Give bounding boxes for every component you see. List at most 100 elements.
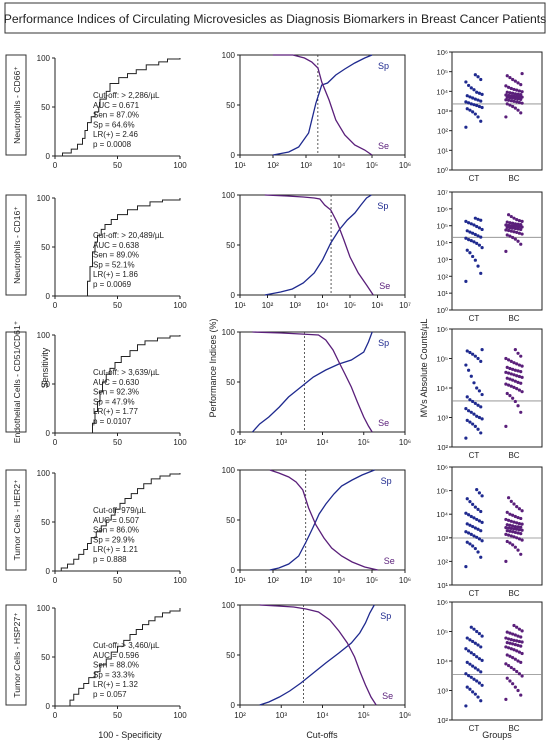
scatter-point-ct [472, 652, 476, 657]
scatter-category-label: CT [469, 451, 480, 460]
performance-x-tick-label: 10³ [275, 438, 287, 447]
row-label: Endothelial Cells - CD51/CD61⁺ [12, 320, 22, 443]
scatter-point-ct [467, 101, 471, 105]
roc-y-tick-label: 0 [46, 567, 51, 576]
performance-series-label: Sp [381, 476, 392, 486]
scatter-point-bc [504, 370, 508, 374]
performance-series-sp [251, 331, 373, 433]
scatter-point-ct [479, 359, 483, 363]
roc-curve [55, 608, 181, 707]
scatter-point-ct [467, 368, 471, 372]
scatter-point-ct [475, 679, 479, 683]
scatter-point-bc [513, 524, 517, 529]
scatter-point-bc [517, 219, 522, 223]
scatter-category-label: BC [508, 314, 519, 323]
scatter-point-ct [479, 645, 483, 649]
scatter-point-bc [519, 532, 523, 536]
scatter-point-ct [464, 672, 468, 676]
scatter-point-bc [504, 517, 508, 522]
scatter-point-bc [513, 237, 517, 241]
scatter-point-bc [515, 521, 519, 525]
scatter-point-bc [516, 515, 520, 520]
performance-y-tick-label: 0 [231, 428, 236, 437]
scatter-point-bc [519, 227, 523, 232]
roc-x-tick-label: 50 [113, 438, 122, 447]
scatter-point-bc [519, 516, 523, 521]
scatter-point-bc [516, 688, 520, 693]
scatter-point-bc [507, 637, 511, 641]
performance-x-tick-label: 10⁴ [316, 438, 329, 447]
scatter-y-tick-label: 10⁵ [437, 628, 448, 637]
scatter-point-bc [507, 85, 511, 89]
scatter-point-ct [476, 695, 480, 699]
scatter-point-bc [511, 77, 515, 82]
scatter-point-bc [519, 369, 523, 374]
scatter-point-ct [479, 235, 483, 239]
scatter-point-bc [516, 548, 520, 552]
scatter-point-ct [475, 414, 479, 418]
scatter-point-ct [464, 647, 468, 651]
scatter-point-ct [469, 625, 473, 629]
roc-stat-line: Cut-off: > 20,489/µL [93, 231, 165, 240]
scatter-point-bc [508, 221, 512, 225]
performance-x-tick-label: 10⁶ [399, 438, 411, 447]
scatter-point-bc [504, 84, 508, 88]
scatter-point-ct [473, 112, 477, 116]
scatter-point-ct [476, 98, 480, 102]
roc-y-tick-label: 0 [46, 152, 51, 161]
scatter-point-bc [507, 496, 511, 500]
scatter-point-bc [507, 663, 511, 668]
scatter-category-label: CT [469, 174, 480, 183]
scatter-point-bc [504, 93, 508, 97]
scatter-point-bc [512, 502, 516, 506]
performance-x-tick-label: 10⁶ [371, 301, 383, 310]
scatter-point-bc [516, 92, 520, 96]
scatter-point-bc [512, 648, 516, 652]
scatter-point-bc [504, 382, 508, 386]
performance-x-tick-label: 10⁴ [316, 711, 329, 720]
scatter-y-tick-label: 10⁴ [436, 87, 448, 96]
scatter-point-ct [480, 348, 484, 352]
scatter-point-ct [479, 119, 483, 123]
scatter-point-ct [476, 427, 480, 431]
scatter-point-bc [505, 102, 509, 106]
performance-x-tick-label: 10³ [275, 711, 287, 720]
scatter-point-ct [471, 352, 475, 356]
scatter-y-tick-label: 10⁶ [437, 463, 448, 472]
scatter-point-ct [477, 491, 481, 495]
roc-x-axis-label: 100 - Specificity [98, 730, 162, 740]
scatter-point-ct [464, 80, 468, 84]
scatter-point-bc [517, 89, 522, 93]
scatter-point-ct [473, 546, 477, 551]
scatter-point-ct [472, 240, 476, 244]
scatter-point-bc [505, 510, 509, 514]
scatter-point-bc [517, 650, 522, 654]
scatter-point-bc [516, 634, 520, 638]
scatter-point-bc [504, 526, 508, 530]
roc-y-tick-label: 50 [41, 103, 50, 112]
scatter-point-bc [517, 521, 522, 526]
scatter-point-ct [464, 436, 468, 440]
scatter-point-bc [511, 656, 515, 660]
scatter-point-bc [508, 366, 512, 371]
scatter-point-ct [472, 88, 476, 92]
scatter-point-ct [467, 83, 471, 88]
scatter-point-bc [515, 625, 519, 629]
roc-curve [55, 473, 181, 572]
performance-x-tick-label: 10¹ [234, 161, 246, 170]
scatter-y-tick-label: 10⁴ [436, 239, 448, 248]
roc-y-tick-label: 0 [46, 702, 51, 711]
scatter-point-ct [477, 415, 481, 420]
row-label: Tumor Cells - HSP27⁺ [12, 612, 22, 698]
scatter-point-ct [468, 350, 472, 355]
scatter-y-axis-label: MVs Absolute Counts/µL [419, 319, 429, 418]
scatter-point-bc [505, 391, 509, 396]
scatter-point-bc [519, 93, 523, 97]
performance-series-sp [259, 604, 375, 706]
roc-stat-line: p = 0.0107 [93, 417, 132, 426]
performance-x-tick-label: 10² [234, 711, 246, 720]
scatter-point-bc [509, 372, 513, 376]
scatter-point-bc [507, 223, 511, 227]
performance-y-tick-label: 50 [226, 516, 235, 525]
performance-series-sp [264, 194, 372, 296]
